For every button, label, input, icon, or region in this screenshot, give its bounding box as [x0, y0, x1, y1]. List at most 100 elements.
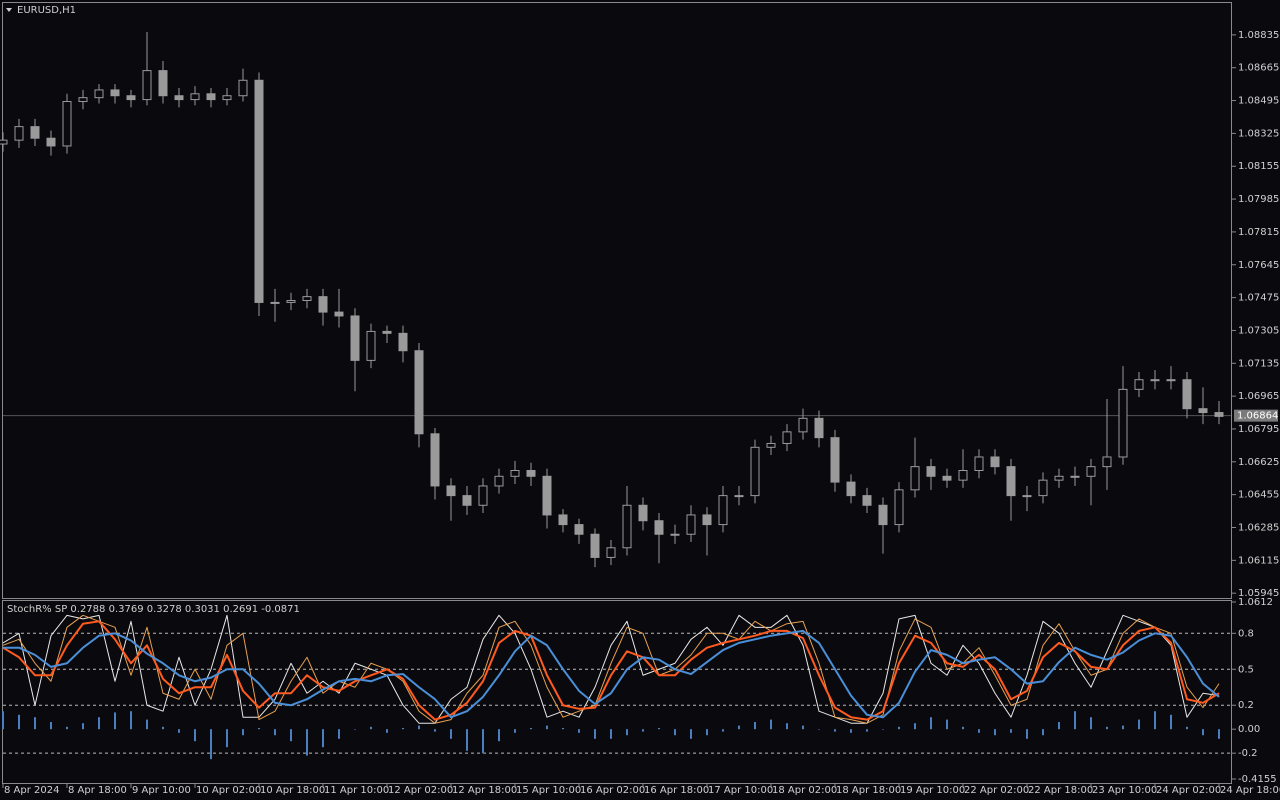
- x-tick-label: 11 Apr 10:00: [324, 785, 389, 796]
- y-tick-label: -0.4155: [1238, 774, 1277, 785]
- candle-body: [574, 524, 584, 535]
- candle-body: [254, 79, 264, 303]
- y-tick-label: 1.07475: [1238, 293, 1279, 304]
- candle-body: [1086, 466, 1096, 477]
- candle-body: [846, 481, 856, 497]
- histogram-bar: [162, 726, 164, 730]
- candle-body: [1134, 379, 1144, 390]
- candle-body: [734, 495, 744, 498]
- y-tick-label: -0.2: [1238, 748, 1258, 759]
- candle-body: [1006, 466, 1016, 497]
- histogram-bar: [770, 719, 772, 730]
- y-tick-label: 1.06285: [1238, 522, 1279, 533]
- candle-body: [222, 95, 232, 101]
- histogram-bar: [242, 729, 244, 736]
- candle-body: [686, 514, 696, 535]
- candle-body: [350, 315, 360, 361]
- histogram-bar: [690, 729, 692, 739]
- x-tick-label: 18 Apr 18:00: [836, 785, 901, 796]
- indicator-line: [3, 629, 1220, 719]
- candle-body: [942, 475, 952, 481]
- candle-body: [302, 296, 312, 301]
- candle-body: [462, 495, 472, 506]
- histogram-bar: [290, 729, 292, 742]
- x-tick-label: 24 Apr 18:00: [1220, 785, 1280, 796]
- histogram-bar: [178, 729, 180, 733]
- histogram-bar: [98, 717, 100, 730]
- x-tick-label: 8 Apr 2024: [4, 785, 59, 796]
- histogram-bar: [498, 729, 500, 742]
- y-tick-label: 1.08835: [1238, 30, 1279, 41]
- histogram-bar: [1186, 726, 1188, 730]
- candle-body: [14, 126, 24, 141]
- y-tick-label: 0.5: [1238, 664, 1254, 675]
- indicator-line: [2, 614, 1220, 724]
- x-tick-label: 22 Apr 18:00: [1028, 785, 1093, 796]
- candle-body: [990, 456, 1000, 468]
- candle-body: [1070, 475, 1080, 478]
- candle-body: [430, 433, 440, 487]
- current-price-label: 1.06864: [1237, 411, 1278, 422]
- indicator-title: StochR% SP 0.2788 0.3769 0.3278 0.3031 0…: [7, 604, 300, 615]
- candle-body: [1198, 408, 1208, 414]
- candle-body: [1182, 379, 1192, 410]
- candle-body: [398, 332, 408, 352]
- candle-body: [878, 504, 888, 526]
- symbol-menu-arrow[interactable]: [6, 8, 12, 12]
- y-tick-label: 1.0612: [1238, 597, 1273, 608]
- x-tick-label: 9 Apr 10:00: [132, 785, 191, 796]
- histogram-bar: [66, 726, 68, 730]
- histogram-bar: [418, 725, 420, 730]
- candle-body: [702, 514, 712, 526]
- histogram-bar: [626, 729, 628, 736]
- candle-body: [94, 89, 104, 99]
- histogram-bar: [530, 727, 532, 730]
- y-tick-label: 1.08665: [1238, 63, 1279, 74]
- histogram-bar: [706, 729, 708, 736]
- candle-body: [798, 417, 808, 433]
- histogram-bar: [306, 729, 308, 756]
- x-tick-label: 10 Apr 18:00: [260, 785, 325, 796]
- candle-body: [782, 431, 792, 444]
- candle-body: [0, 139, 8, 145]
- candle-body: [46, 137, 56, 147]
- histogram-bar: [258, 727, 260, 730]
- candle-body: [622, 504, 632, 549]
- y-tick-label: 1.08325: [1238, 128, 1279, 139]
- histogram-bar: [818, 729, 820, 730]
- histogram-bar: [722, 729, 724, 732]
- y-tick-label: 1.07985: [1238, 194, 1279, 205]
- histogram-bar: [450, 729, 452, 739]
- candle-body: [750, 446, 760, 497]
- histogram-bar: [914, 723, 916, 730]
- candle-body: [142, 70, 152, 101]
- histogram-bar: [18, 714, 20, 730]
- histogram-bar: [1010, 729, 1012, 733]
- candle-body: [382, 330, 392, 334]
- histogram-bar: [1170, 714, 1172, 730]
- x-tick-label: 24 Apr 02:00: [1156, 785, 1221, 796]
- histogram-bar: [610, 729, 612, 739]
- histogram-bar: [34, 717, 36, 730]
- histogram-bar: [994, 729, 996, 736]
- histogram-bar: [322, 729, 324, 748]
- histogram-bar: [1090, 717, 1092, 730]
- histogram-bar: [1106, 726, 1108, 730]
- x-tick-label: 16 Apr 18:00: [644, 785, 709, 796]
- histogram-bar: [562, 727, 564, 730]
- candle-body: [414, 350, 424, 435]
- indicator-line: [2, 620, 1220, 721]
- candle-body: [638, 504, 648, 522]
- candle-body: [926, 466, 936, 477]
- candle-body: [590, 533, 600, 558]
- current-price-box: [1234, 409, 1278, 422]
- x-tick-label: 22 Apr 02:00: [964, 785, 1029, 796]
- x-tick-label: 19 Apr 10:00: [900, 785, 965, 796]
- candle-body: [190, 93, 200, 101]
- candle-body: [974, 456, 984, 471]
- histogram-bar: [226, 729, 228, 748]
- histogram-bar: [1042, 729, 1044, 736]
- histogram-bar: [1074, 711, 1076, 730]
